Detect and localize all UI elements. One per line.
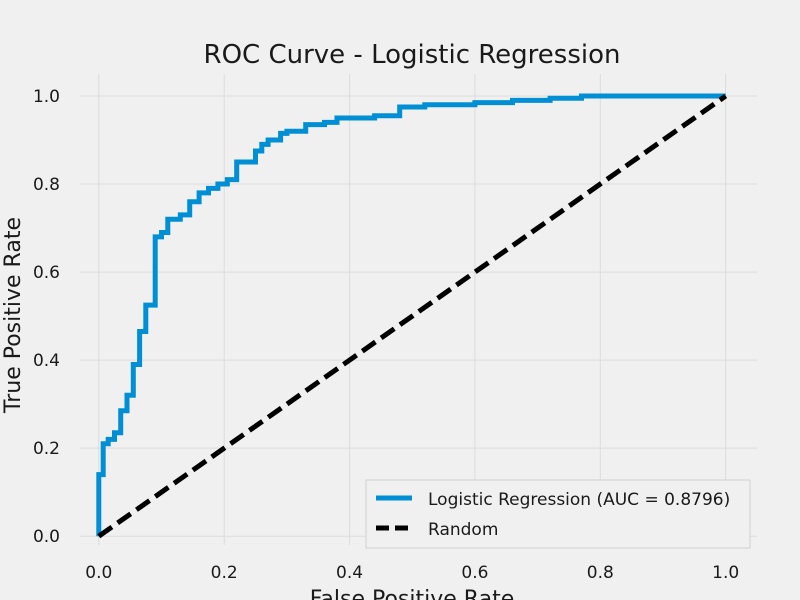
tick-labels: 0.0 0.2 0.4 0.6 0.8 1.0 0.0 0.2 0.4 0.6 0.8 1.0 bbox=[33, 87, 739, 583]
logistic-regression-line bbox=[96, 93, 726, 537]
x-tick-label: 0.2 bbox=[211, 563, 238, 583]
legend: Logistic Regression (AUC = 0.8796) Rando… bbox=[365, 479, 751, 549]
x-tick-label: 0.0 bbox=[85, 563, 112, 583]
legend-label-logistic: Logistic Regression (AUC = 0.8796) bbox=[428, 490, 730, 510]
x-tick-label: 0.6 bbox=[461, 563, 488, 583]
x-tick-label: 0.8 bbox=[587, 563, 614, 583]
y-axis-label: True Positive Rate bbox=[1, 217, 26, 414]
x-tick-label: 0.4 bbox=[336, 563, 363, 583]
x-axis-label: False Positive Rate bbox=[310, 587, 514, 600]
y-tick-label: 0.2 bbox=[33, 439, 60, 459]
grid-lines bbox=[80, 74, 757, 545]
random-baseline-line bbox=[97, 93, 728, 539]
legend-label-random: Random bbox=[428, 520, 498, 540]
legend-box bbox=[365, 479, 751, 549]
y-tick-label: 0.6 bbox=[33, 263, 60, 283]
y-tick-label: 1.0 bbox=[33, 87, 60, 107]
series-lines bbox=[96, 93, 728, 539]
x-tick-label: 1.0 bbox=[712, 563, 739, 583]
y-tick-label: 0.0 bbox=[33, 527, 60, 547]
chart-title: ROC Curve - Logistic Regression bbox=[204, 40, 621, 70]
y-tick-label: 0.4 bbox=[33, 351, 60, 371]
y-tick-label: 0.8 bbox=[33, 175, 60, 195]
